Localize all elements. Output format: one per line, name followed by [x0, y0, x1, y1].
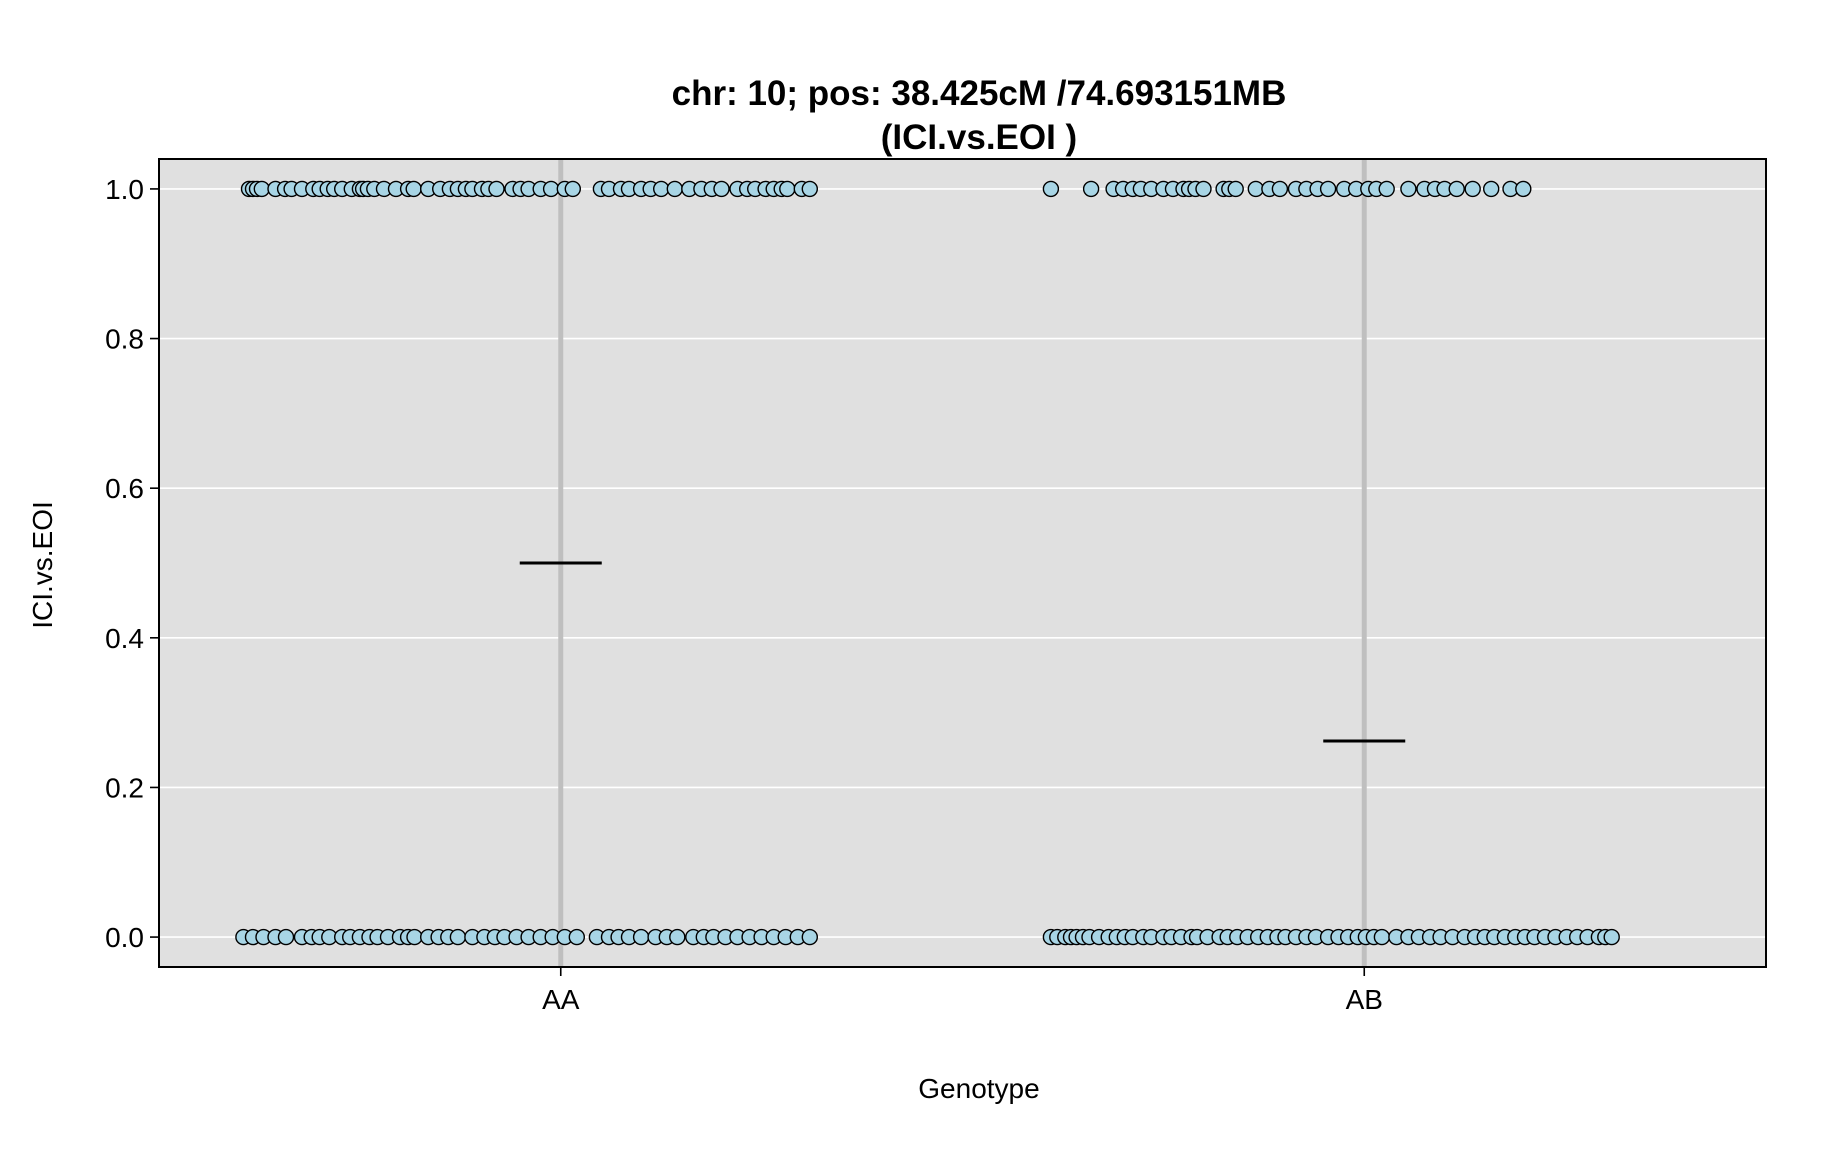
data-point: [564, 180, 581, 198]
data-point: [1464, 180, 1481, 198]
data-point: [801, 180, 818, 198]
chart-title: chr: 10; pos: 38.425cM /74.693151MB: [672, 74, 1287, 113]
y-tick-label: 0.2: [105, 772, 144, 803]
data-point: [1378, 180, 1395, 198]
data-point: [277, 928, 295, 946]
data-point: [1227, 180, 1244, 198]
data-point: [542, 180, 560, 198]
data-point: [1247, 180, 1265, 198]
data-point: [1400, 180, 1417, 198]
y-tick-label: 0.6: [105, 473, 144, 504]
data-point: [1319, 180, 1337, 198]
y-tick-label: 0.8: [105, 324, 144, 355]
data-point: [713, 180, 730, 198]
mean-lines: [519, 561, 1406, 743]
x-axis-label: Genotype: [918, 1073, 1039, 1104]
data-point: [1515, 180, 1532, 198]
data-point: [1482, 180, 1500, 198]
x-tick-label: AA: [542, 984, 580, 1015]
plot-panel: [159, 159, 1766, 967]
data-point: [406, 928, 423, 946]
data-point: [632, 928, 650, 946]
x-tick-label: AB: [1346, 984, 1383, 1015]
data-point: [1082, 180, 1100, 198]
data-points: [235, 180, 1620, 946]
data-point: [253, 180, 270, 198]
y-axis-label: ICI.vs.EOI: [27, 501, 58, 629]
data-point: [779, 180, 796, 198]
chart-subtitle: (ICI.vs.EOI ): [881, 118, 1077, 157]
y-tick-label: 0.0: [105, 922, 144, 953]
data-point: [666, 180, 683, 198]
x-axis-ticks: AA AB: [542, 967, 1383, 1015]
data-point: [653, 180, 670, 198]
data-point: [1448, 180, 1465, 198]
data-point: [1042, 180, 1060, 198]
y-tick-label: 1.0: [105, 174, 144, 205]
data-point: [1271, 180, 1289, 198]
data-point: [1603, 928, 1620, 946]
data-point: [801, 928, 818, 946]
data-point: [405, 180, 422, 198]
plot-border: [158, 158, 1767, 968]
y-axis-ticks: 0.0 0.2 0.4 0.6 0.8 1.0: [105, 174, 159, 953]
data-point: [669, 928, 686, 946]
data-point: [488, 180, 505, 198]
data-point: [1195, 180, 1212, 198]
y-tick-label: 0.4: [105, 623, 144, 654]
data-point: [568, 928, 585, 946]
data-point: [449, 928, 467, 946]
data-point: [1373, 928, 1391, 946]
